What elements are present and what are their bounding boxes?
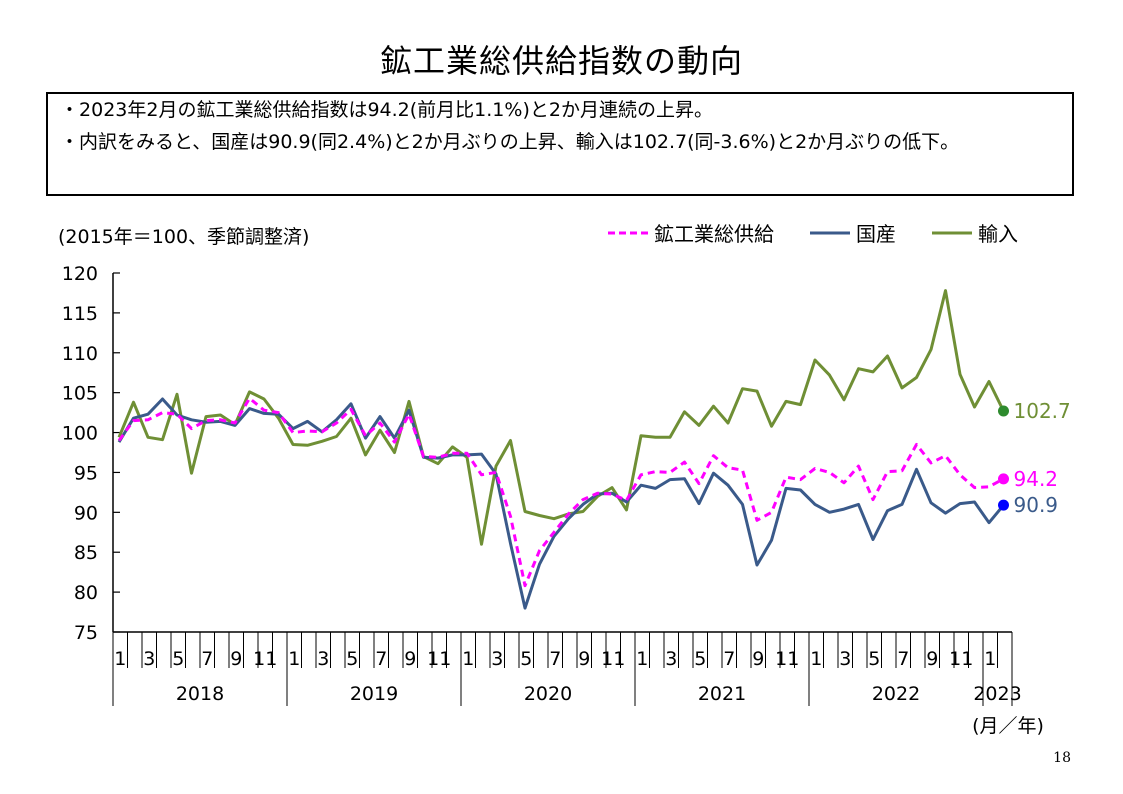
series-line-total [117,396,1005,588]
x-month-label: 9 [926,648,938,670]
series-end-point-total [998,473,1009,485]
bullet: ・ [60,131,80,153]
legend-swatch-import [932,231,972,234]
x-year-label: 2021 [698,683,746,705]
x-month-label: 7 [375,648,387,670]
x-month-label: 7 [897,648,909,670]
y-tick-label: 95 [74,462,98,484]
page-number: 18 [1053,750,1071,766]
x-month-label: 3 [143,648,155,670]
series-end-label-import: 102.7 [1014,399,1071,423]
x-month-label: 7 [201,648,213,670]
x-year-label: 2020 [524,683,572,705]
legend-item-domestic: 国産 [810,218,896,247]
summary-line-1: ・ 2023年2月の鉱工業総供給指数は94.2(前月比1.1%)と2か月連続の上昇… [60,98,1058,122]
x-month-label: 3 [665,648,677,670]
legend-label-domestic: 国産 [856,222,896,246]
summary-text-2: 内訳をみると、国産は90.9(同2.4%)と2か月ぶりの上昇、輸入は102.7(… [79,131,960,153]
x-month-label: 7 [723,648,735,670]
legend-swatch-total [608,231,648,234]
y-tick-label: 75 [74,622,98,644]
y-tick-label: 100 [62,423,98,445]
legend-item-total: 鉱工業総供給 [608,218,774,247]
x-month-label: 3 [317,648,329,670]
x-month-label: 5 [172,648,184,670]
x-month-label: 1 [810,648,822,670]
x-month-label: 11 [427,648,451,670]
x-month-label: 7 [549,648,561,670]
series-end-label-total: 94.2 [1014,467,1059,491]
y-tick-label: 105 [62,383,98,405]
x-month-label: 9 [752,648,764,670]
page-title: 鉱工業総供給指数の動向 [379,42,743,80]
y-tick-label: 80 [74,582,98,604]
x-month-label: 1 [462,648,474,670]
x-month-label: 3 [839,648,851,670]
x-month-label: 11 [601,648,625,670]
x-month-label: 5 [868,648,880,670]
x-month-label: 1 [636,648,648,670]
x-month-label: 1 [114,648,126,670]
unit-note: (2015年＝100、季節調整済) [58,226,310,248]
x-month-label: 5 [520,648,532,670]
x-month-label: 5 [694,648,706,670]
x-month-label: 9 [404,648,416,670]
x-month-label: 9 [230,648,242,670]
x-year-label: 2023 [973,683,1021,705]
x-month-label: 11 [253,648,277,670]
x-axis-label: (月／年) [972,715,1044,737]
x-month-label: 9 [578,648,590,670]
x-year-label: 2022 [872,683,920,705]
x-year-label: 2018 [176,683,224,705]
y-tick-label: 85 [74,542,98,564]
bullet: ・ [60,99,80,121]
legend-swatch-domestic [810,231,850,234]
series-end-label-domestic: 90.9 [1014,493,1059,517]
series-line-domestic [117,397,1005,610]
y-tick-label: 90 [74,502,98,524]
y-tick-label: 115 [62,303,98,325]
y-tick-label: 110 [62,343,98,365]
series-end-point-import [998,405,1009,417]
legend-label-import: 輸入 [978,222,1018,246]
legend-item-import: 輸入 [932,218,1018,247]
series-end-point-domestic [998,499,1009,511]
x-month-label: 5 [346,648,358,670]
summary-line-2: ・内訳をみると、国産は90.9(同2.4%)と2か月ぶりの上昇、輸入は102.7… [60,130,1058,154]
x-year-label: 2019 [350,683,398,705]
x-month-label: 1 [984,648,996,670]
x-month-label: 3 [491,648,503,670]
legend: 鉱工業総供給 国産 輸入 [608,218,1054,247]
summary-box: ・ 2023年2月の鉱工業総供給指数は94.2(前月比1.1%)と2か月連続の上昇… [46,92,1074,196]
x-month-label: 1 [288,648,300,670]
series-line-import [117,289,1005,546]
x-month-label: 11 [775,648,799,670]
y-tick-label: 120 [62,263,98,285]
summary-text-1: 2023年2月の鉱工業総供給指数は94.2(前月比1.1%)と2か月連続の上昇。 [79,99,713,121]
x-month-label: 11 [949,648,973,670]
legend-label-total: 鉱工業総供給 [654,222,774,246]
